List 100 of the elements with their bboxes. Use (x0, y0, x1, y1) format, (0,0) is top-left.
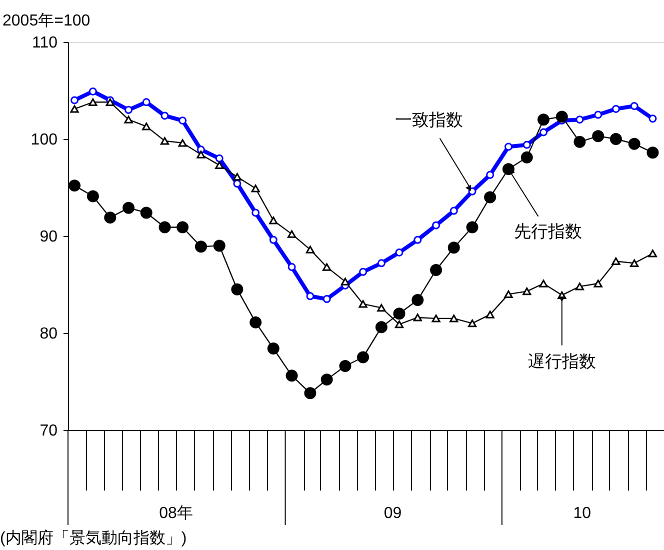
point (286, 370, 298, 382)
point (142, 98, 150, 106)
point (539, 280, 548, 288)
point (251, 184, 260, 192)
point (486, 170, 494, 179)
point (215, 154, 224, 162)
y-tick-label: 70 (40, 422, 58, 440)
y-axis-title: 2005年=100 (2, 12, 90, 30)
point (594, 280, 602, 288)
point (358, 300, 368, 308)
x-tick-label: 10 (573, 505, 592, 522)
point (556, 110, 568, 123)
point (522, 140, 531, 149)
point (322, 295, 331, 304)
point (306, 292, 314, 300)
point (612, 104, 620, 113)
point (88, 98, 98, 106)
point (540, 128, 548, 136)
point (232, 173, 242, 181)
point (466, 221, 478, 234)
point (196, 150, 206, 158)
point (450, 314, 458, 322)
point (267, 342, 280, 355)
point (320, 374, 333, 386)
point (628, 138, 640, 150)
point (450, 206, 458, 215)
point (269, 216, 278, 224)
point (576, 116, 584, 124)
point (269, 236, 278, 244)
point (522, 287, 532, 296)
point (231, 283, 244, 296)
point (574, 136, 586, 148)
point (178, 116, 187, 125)
point (357, 351, 370, 364)
point (122, 202, 135, 214)
point (359, 268, 368, 276)
point (142, 122, 151, 130)
point (432, 221, 440, 230)
point (594, 110, 602, 119)
point (648, 114, 657, 123)
point (575, 282, 584, 290)
point (520, 151, 533, 164)
point (377, 259, 386, 268)
point (610, 133, 622, 145)
point (484, 191, 496, 204)
point (88, 87, 97, 96)
point (104, 212, 116, 224)
point (393, 308, 406, 320)
point (630, 259, 639, 267)
text: (内閣府「景気動向指数」) (0, 529, 187, 547)
y-tick-label: 110 (32, 34, 58, 52)
point (413, 314, 422, 322)
point (504, 290, 513, 298)
y-tick-label: 90 (40, 228, 58, 246)
point (176, 221, 189, 234)
point (448, 242, 460, 254)
point (194, 240, 207, 253)
point (86, 190, 99, 202)
point (70, 105, 79, 113)
point (394, 320, 404, 328)
point (412, 294, 424, 306)
annotation: 先行指数 (514, 222, 582, 242)
point (538, 114, 550, 126)
point (288, 230, 296, 238)
point (375, 321, 388, 334)
point (160, 137, 170, 145)
annotation: 遅行指数 (528, 352, 596, 372)
point (252, 208, 260, 217)
point (233, 180, 242, 188)
x-tick-label: 09 (384, 505, 402, 522)
point (250, 316, 262, 328)
point (288, 263, 296, 272)
point (377, 304, 386, 312)
point (124, 106, 133, 114)
point (340, 278, 350, 286)
point (486, 310, 494, 318)
y-tick-label: 100 (30, 132, 58, 148)
point (178, 139, 187, 147)
point (140, 206, 152, 219)
point (648, 250, 658, 258)
point (213, 240, 226, 252)
point (592, 130, 604, 142)
point (215, 161, 224, 169)
point (612, 257, 620, 266)
point (339, 360, 352, 372)
annotation: 一致指数 (394, 110, 463, 130)
point (306, 246, 314, 254)
point (124, 116, 133, 124)
point (468, 187, 476, 196)
y-tick-label: 80 (40, 326, 58, 342)
point (468, 319, 477, 328)
point (432, 314, 440, 322)
x-tick-label: 08年 (159, 505, 193, 522)
point (430, 264, 442, 276)
point (70, 96, 79, 104)
point (304, 387, 316, 400)
point (414, 236, 422, 244)
point (68, 180, 81, 192)
point (504, 142, 512, 151)
point (395, 248, 404, 256)
